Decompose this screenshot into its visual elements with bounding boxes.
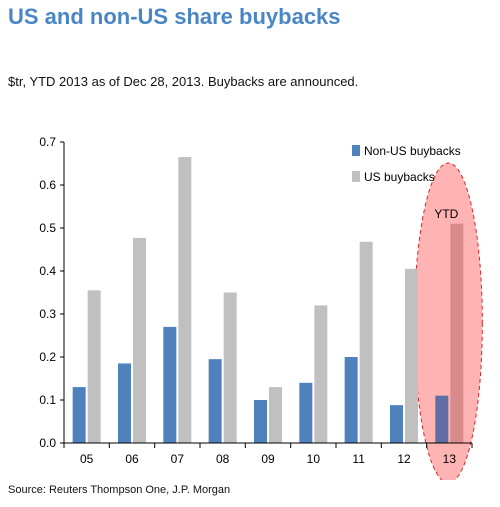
x-tick-label: 10 <box>307 452 321 466</box>
bar-non-us-05 <box>72 387 86 443</box>
y-tick-label: 0.5 <box>39 221 56 235</box>
bar-non-us-07 <box>163 326 177 443</box>
bar-us-09 <box>269 387 282 443</box>
legend-swatch-non-us <box>352 145 360 156</box>
bar-us-05 <box>87 290 101 443</box>
bar-us-07 <box>178 157 192 444</box>
x-tick-label: 12 <box>397 452 411 466</box>
bar-non-us-10 <box>299 382 313 443</box>
bar-non-us-09 <box>254 400 267 443</box>
x-tick-label: 05 <box>80 452 94 466</box>
source-note: Source: Reuters Thompson One, J.P. Morga… <box>8 484 231 496</box>
bar-us-11 <box>359 241 373 443</box>
x-tick-label: 08 <box>216 452 230 466</box>
bar-us-06 <box>133 237 146 443</box>
bar-non-us-12 <box>390 405 403 443</box>
x-tick-label: 09 <box>261 452 275 466</box>
bar-us-12 <box>405 268 418 443</box>
legend-label-us: US buybacks <box>364 170 435 184</box>
chart-subtitle: $tr, YTD 2013 as of Dec 28, 2013. Buybac… <box>8 74 359 89</box>
legend-swatch-us <box>352 171 360 182</box>
y-tick-label: 0.3 <box>39 307 56 321</box>
bar-non-us-08 <box>208 359 222 443</box>
y-tick-label: 0.7 <box>39 135 56 149</box>
bar-us-08 <box>223 292 237 443</box>
bar-non-us-13 <box>435 395 449 443</box>
x-tick-label: 11 <box>352 452 365 466</box>
y-tick-label: 0.6 <box>39 178 56 192</box>
x-tick-label: 06 <box>125 452 139 466</box>
legend-label-non-us: Non-US buybacks <box>364 144 461 158</box>
y-tick-label: 0.1 <box>39 393 56 407</box>
y-tick-label: 0.4 <box>39 264 56 278</box>
bar-us-10 <box>314 305 328 443</box>
x-tick-label: 13 <box>443 452 457 466</box>
bar-us-13 <box>450 223 464 443</box>
chart-title: US and non-US share buybacks <box>8 4 341 29</box>
bar-non-us-06 <box>118 363 131 443</box>
ytd-annotation: YTD <box>434 207 458 221</box>
y-tick-label: 0.0 <box>39 436 56 450</box>
bar-non-us-11 <box>344 357 358 443</box>
x-tick-label: 07 <box>171 452 185 466</box>
bar-chart: 0.0 0.1 0.2 0.3 0.4 0.5 0.6 0.7 05 06 07 08 09 10 11 12… <box>39 135 483 480</box>
y-tick-label: 0.2 <box>39 350 56 364</box>
